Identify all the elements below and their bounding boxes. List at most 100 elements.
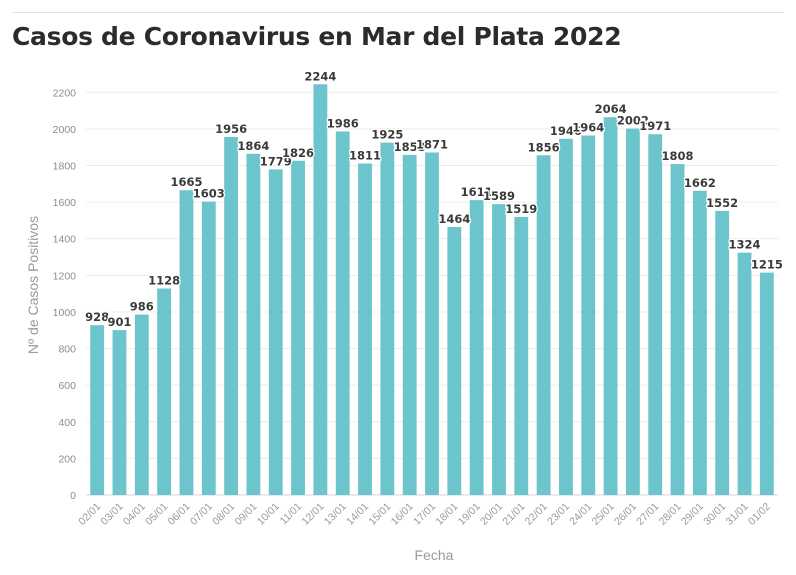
y-tick-label: 2000 [53, 124, 77, 136]
y-tick-label: 1200 [53, 270, 77, 282]
data-label: 901 [107, 315, 131, 329]
data-label: 1215 [751, 258, 783, 272]
data-label: 1324 [729, 238, 761, 252]
x-tick-label: 14/01 [344, 501, 371, 528]
bar [692, 190, 707, 495]
x-tick-label: 25/01 [590, 501, 617, 528]
bar [380, 142, 395, 496]
bar [179, 190, 194, 495]
bar [492, 204, 506, 495]
data-label: 1464 [438, 212, 470, 226]
x-tick-label: 03/01 [99, 501, 126, 528]
y-axis-title: Nº de Casos Positivos [25, 216, 41, 354]
x-tick-label: 31/01 [724, 501, 751, 528]
y-tick-label: 1000 [53, 307, 77, 319]
data-label: 1665 [170, 175, 202, 189]
x-tick-label: 10/01 [255, 501, 282, 528]
bar [737, 252, 752, 495]
bar [715, 210, 730, 496]
data-label: 928 [85, 310, 109, 324]
y-tick-label: 1800 [53, 161, 77, 173]
x-tick-label: 11/01 [278, 501, 305, 528]
x-tick-label: 19/01 [456, 501, 483, 528]
x-tick-label: 22/01 [523, 501, 550, 528]
data-label: 1925 [371, 128, 403, 142]
bar [246, 153, 261, 496]
data-label: 986 [130, 300, 154, 314]
x-axis-ticks: 02/0103/0104/0105/0106/0107/0108/0109/01… [76, 501, 773, 528]
y-tick-label: 2200 [53, 87, 77, 99]
bar [559, 138, 573, 495]
data-label: 1826 [282, 146, 314, 160]
bar [201, 201, 216, 495]
x-tick-label: 24/01 [567, 501, 594, 528]
data-label: 1779 [260, 154, 292, 168]
bar [313, 84, 328, 496]
bar [157, 288, 172, 495]
x-tick-label: 30/01 [701, 501, 728, 528]
top-divider [12, 12, 784, 13]
data-label: 1986 [327, 116, 359, 130]
bar [625, 128, 640, 496]
bar [603, 117, 618, 496]
bar [447, 227, 462, 495]
bar [759, 272, 774, 495]
data-label: 1946 [550, 124, 582, 138]
data-label: 1858 [394, 140, 426, 154]
data-label: 2244 [304, 69, 336, 83]
data-label: 1964 [572, 121, 604, 135]
bar [581, 135, 596, 495]
x-tick-label: 29/01 [679, 501, 706, 528]
y-axis-ticks: 0 200 400 600 800 1000 1200 1400 1600 1800 2000 220… [53, 87, 77, 502]
data-label: 1856 [528, 140, 560, 154]
bar [335, 131, 350, 495]
x-tick-label: 21/01 [500, 501, 527, 528]
x-axis-title: Fecha [415, 547, 454, 563]
bar [425, 152, 439, 496]
bar [469, 200, 484, 496]
x-tick-label: 23/01 [545, 501, 572, 528]
bar [402, 154, 417, 495]
x-tick-label: 16/01 [389, 501, 416, 528]
bar [112, 330, 127, 495]
bar [358, 163, 372, 496]
y-tick-label: 1400 [53, 234, 77, 246]
x-tick-label: 26/01 [612, 501, 639, 528]
y-tick-label: 1600 [53, 197, 77, 209]
x-tick-label: 17/01 [411, 501, 438, 528]
bar [268, 169, 283, 495]
data-label: 2002 [617, 114, 649, 128]
data-label: 1811 [349, 149, 381, 163]
bar [670, 164, 685, 496]
y-tick-label: 0 [70, 490, 76, 502]
bar [291, 160, 305, 495]
data-label: 1589 [483, 189, 515, 203]
data-label: 1956 [215, 122, 247, 136]
x-tick-label: 04/01 [121, 501, 148, 528]
x-tick-label: 06/01 [166, 501, 193, 528]
data-label: 1519 [505, 202, 537, 216]
x-tick-label: 28/01 [657, 501, 684, 528]
bar [536, 155, 551, 495]
data-label: 1864 [237, 139, 269, 153]
bar [134, 314, 149, 495]
y-tick-label: 400 [58, 417, 76, 429]
data-label: 1971 [639, 119, 671, 133]
data-label: 1552 [706, 196, 738, 210]
x-tick-label: 27/01 [634, 501, 661, 528]
bar [90, 325, 105, 495]
chart-title: Casos de Coronavirus en Mar del Plata 20… [12, 22, 622, 51]
bar [648, 134, 663, 495]
x-tick-label: 08/01 [210, 501, 237, 528]
data-label: 1603 [193, 187, 225, 201]
bars [90, 84, 774, 496]
data-label: 1808 [662, 149, 694, 163]
x-tick-label: 20/01 [478, 501, 505, 528]
x-tick-label: 13/01 [322, 501, 349, 528]
x-tick-label: 18/01 [433, 501, 460, 528]
data-label: 1662 [684, 176, 716, 190]
x-tick-label: 15/01 [366, 501, 393, 528]
x-tick-label: 12/01 [299, 501, 326, 528]
